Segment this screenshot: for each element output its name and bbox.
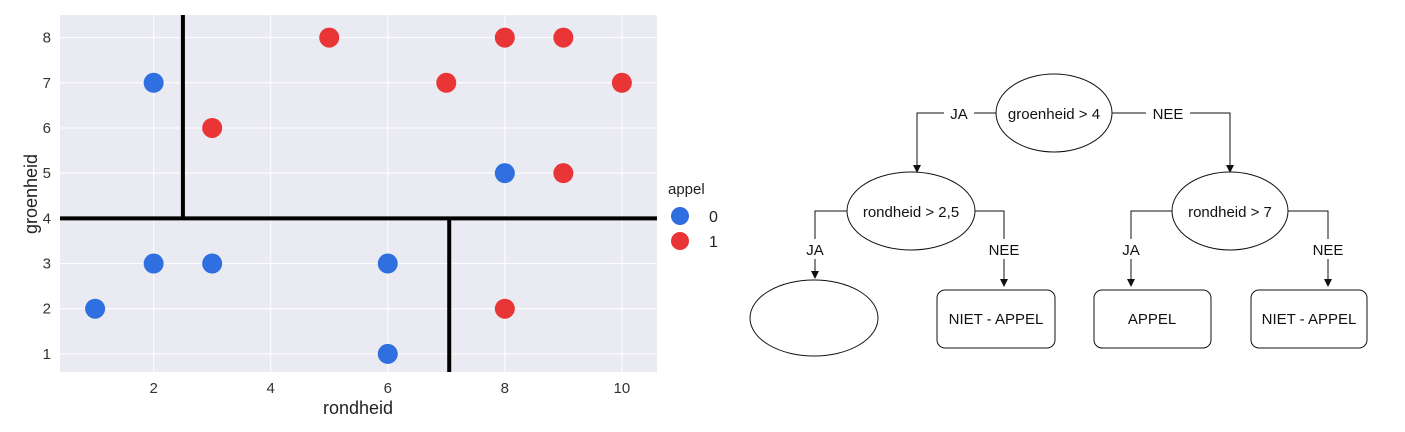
leaf-right-no-label: NIET - APPEL (1262, 311, 1357, 328)
data-points (85, 27, 632, 364)
root-node-label: groenheid > 4 (1008, 106, 1100, 123)
legend-marker-0 (671, 207, 689, 225)
right-no-label: NEE (1313, 242, 1344, 259)
empty-leaf-node (749, 279, 879, 357)
data-point-appel-0 (377, 343, 398, 364)
x-tick-label: 2 (149, 380, 157, 397)
data-point-appel-1 (319, 27, 340, 48)
data-point-appel-1 (494, 27, 515, 48)
x-tick-label: 10 (614, 380, 631, 397)
data-point-appel-1 (553, 27, 574, 48)
left-yes-label: JA (806, 242, 824, 259)
legend-label-0: 0 (709, 209, 718, 226)
root-yes-label: JA (950, 106, 968, 123)
decision-tree: JA NEE JA NEE JA NEE groenheid > 4 rondh… (749, 73, 1368, 357)
data-point-appel-1 (553, 163, 574, 184)
data-point-appel-1 (202, 117, 223, 138)
legend-label-1: 1 (709, 234, 718, 251)
y-tick-label: 2 (43, 301, 51, 318)
plot-background (60, 15, 657, 372)
data-point-appel-1 (494, 298, 515, 319)
x-axis-label: rondheid (323, 398, 393, 418)
legend-title: appel (668, 181, 705, 198)
right-node-label: rondheid > 7 (1188, 204, 1272, 221)
split-lines (60, 15, 657, 372)
y-tick-label: 6 (43, 120, 51, 137)
x-tick-label: 4 (267, 380, 275, 397)
leaf-left-no-label: NIET - APPEL (949, 311, 1044, 328)
root-node (995, 73, 1113, 153)
leaf-right-yes-label: APPEL (1128, 311, 1176, 328)
right-yes-connector (1127, 210, 1172, 287)
y-tick-label: 8 (43, 30, 51, 47)
leaf-left-no (936, 289, 1056, 349)
y-tick-label: 3 (43, 256, 51, 273)
left-node (846, 171, 976, 251)
x-tick-label: 8 (501, 380, 509, 397)
y-tick-label: 4 (43, 210, 51, 227)
y-tick-labels: 1 2 3 4 5 6 7 8 (43, 30, 51, 363)
left-node-label: rondheid > 2,5 (863, 204, 959, 221)
left-no-connector (975, 210, 1008, 287)
data-point-appel-0 (143, 72, 164, 93)
leaf-right-yes (1093, 289, 1212, 349)
data-point-appel-0 (377, 253, 398, 274)
data-point-appel-0 (202, 253, 223, 274)
y-tick-label: 1 (43, 346, 51, 363)
data-point-appel-1 (436, 72, 457, 93)
left-no-label: NEE (989, 242, 1020, 259)
root-no-label: NEE (1153, 106, 1184, 123)
legend-marker-1 (671, 232, 689, 250)
x-tick-label: 6 (384, 380, 392, 397)
y-tick-label: 7 (43, 75, 51, 92)
legend: appel 0 1 (668, 181, 718, 251)
data-point-appel-1 (611, 72, 632, 93)
leaf-right-no (1250, 289, 1368, 349)
x-tick-labels: 2 4 6 8 10 (149, 380, 630, 397)
y-tick-label: 5 (43, 165, 51, 182)
right-no-connector (1287, 210, 1332, 287)
right-yes-label: JA (1122, 242, 1140, 259)
right-node (1171, 171, 1289, 251)
data-point-appel-0 (494, 163, 515, 184)
data-point-appel-0 (85, 298, 106, 319)
y-axis-label: groenheid (21, 154, 41, 234)
data-point-appel-0 (143, 253, 164, 274)
